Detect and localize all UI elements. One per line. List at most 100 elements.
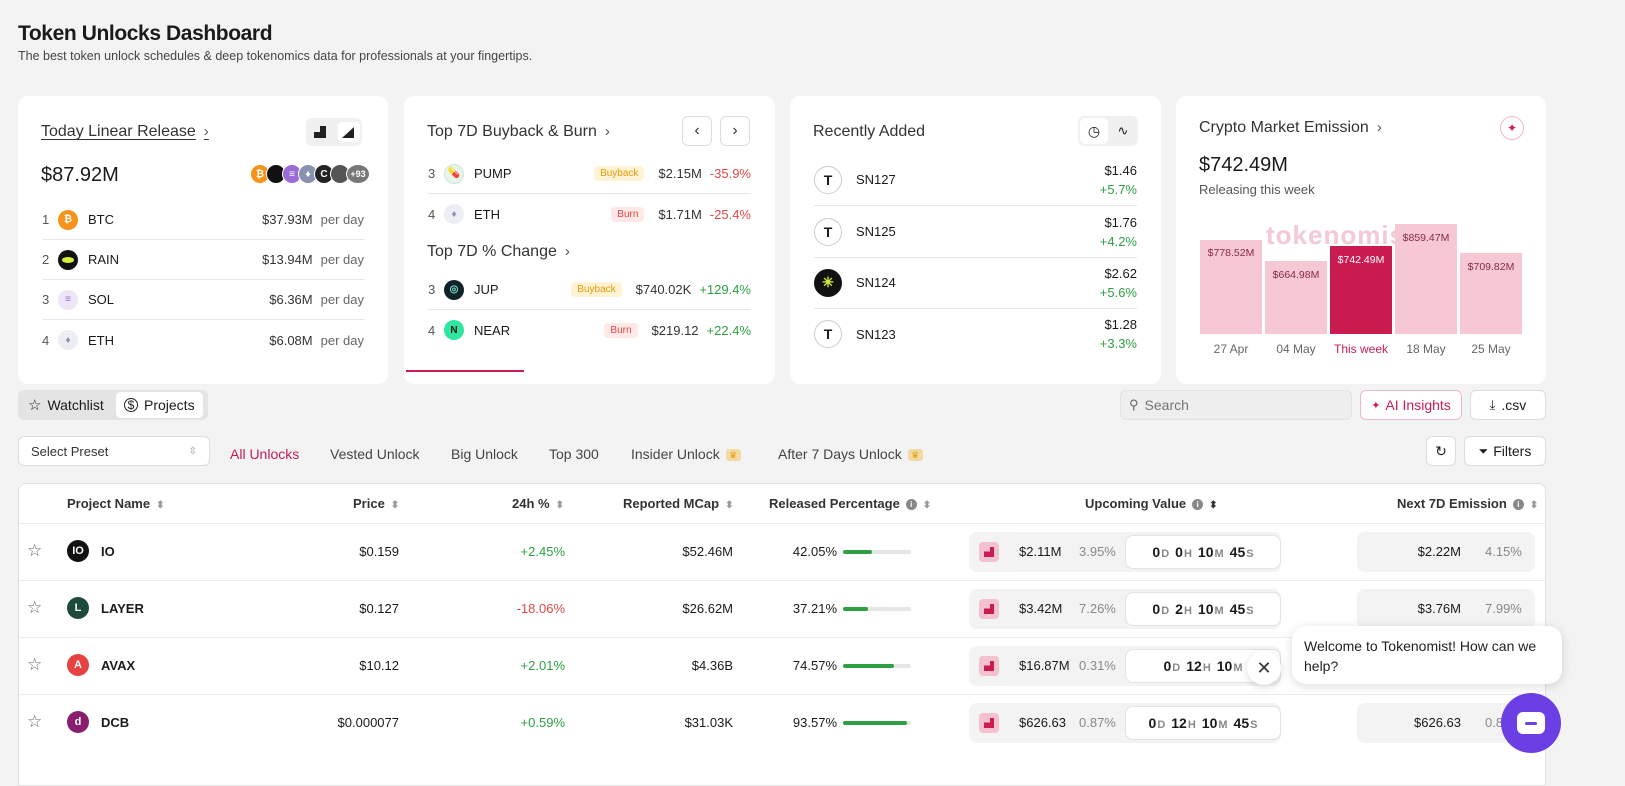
- project-logo: d: [67, 711, 89, 733]
- emission-value: $3.76M: [1417, 601, 1461, 616]
- refresh-button[interactable]: ↻: [1426, 436, 1456, 466]
- star-icon[interactable]: ☆: [27, 712, 43, 731]
- token-avatar-stack[interactable]: ₿ ≡ ♦ C +93: [250, 164, 380, 184]
- release-unit: per day: [320, 212, 364, 227]
- emission-x-label: 25 May: [1471, 342, 1511, 356]
- chat-launcher-button[interactable]: [1501, 693, 1561, 753]
- recent-row[interactable]: T SN127 $1.46 +5.7%: [814, 154, 1137, 206]
- linear-row[interactable]: 1 ₿ BTC $37.93M per day: [42, 200, 364, 240]
- upcoming-unlock[interactable]: $16.87M 0.31% 0D 12H 10M: [969, 646, 1281, 686]
- search-input[interactable]: [1144, 397, 1335, 413]
- filter-tab-vested-unlock[interactable]: Vested Unlock: [330, 446, 420, 462]
- change-row[interactable]: 4 N NEAR Burn $219.12 +22.4%: [428, 310, 751, 350]
- change-row[interactable]: 3 ◎ JUP Buyback $740.02K +129.4%: [428, 270, 751, 310]
- upcoming-unlock[interactable]: $626.63 0.87% 0D 12H 10M 45S: [969, 703, 1281, 743]
- table-row[interactable]: ☆ L LAYER $0.127 -18.06% $26.62M 37.21% $3.42M 7…: [19, 580, 1545, 637]
- table-row[interactable]: ☆ IO IO $0.159 +2.45% $52.46M 42.05% $2.11M 3.95…: [19, 523, 1545, 580]
- token-logo: T: [814, 165, 842, 194]
- linear-release-title[interactable]: Today Linear Release ›: [41, 123, 209, 140]
- csv-export-button[interactable]: ⤓ .csv: [1470, 390, 1546, 420]
- project-name[interactable]: DCB: [101, 715, 130, 730]
- col-project-name[interactable]: Project Name ⬍: [67, 496, 165, 511]
- emission-pct: 7.99%: [1485, 601, 1522, 616]
- col-price[interactable]: Price ⬍: [353, 496, 400, 511]
- col-mcap[interactable]: Reported MCap ⬍: [623, 496, 734, 511]
- projects-tab[interactable]: $ Projects: [116, 392, 203, 418]
- next-button[interactable]: ›: [720, 116, 750, 146]
- star-icon[interactable]: ☆: [27, 598, 43, 617]
- buyback-value: $219.12: [651, 322, 699, 338]
- countdown-timer: 0D 0H 10M 45S: [1125, 535, 1281, 569]
- emission-bar[interactable]: [1330, 246, 1392, 334]
- more-count-badge: +93: [346, 164, 370, 184]
- emission-bar-label: $742.49M: [1337, 254, 1385, 267]
- star-icon[interactable]: ☆: [27, 541, 43, 560]
- recent-row[interactable]: ✳ SN124 $2.62 +5.6%: [814, 257, 1137, 309]
- emission-bar-label: $709.82M: [1467, 260, 1515, 273]
- emission-bar[interactable]: [1200, 239, 1262, 334]
- table-row[interactable]: ☆ A AVAX $10.12 +2.01% $4.36B 74.57% $16.87M 0.3…: [19, 637, 1545, 694]
- emission-total: $742.49M: [1199, 154, 1288, 176]
- page-subtitle: The best token unlock schedules & deep t…: [18, 49, 533, 63]
- clock-icon[interactable]: ◷: [1080, 118, 1108, 144]
- col-released[interactable]: Released Percentage i ⬍: [769, 496, 932, 511]
- chevron-right-icon: ›: [732, 122, 738, 139]
- buyback-tag: Buyback: [594, 166, 645, 181]
- emission-bar[interactable]: [1265, 261, 1327, 334]
- filter-tab-after-7-days[interactable]: After 7 Days Unlock ♛: [778, 446, 923, 462]
- col-upcoming[interactable]: Upcoming Value i ⬍: [1085, 496, 1218, 511]
- close-chat-button[interactable]: ✕: [1247, 651, 1281, 685]
- watchlist-tab[interactable]: ☆ Watchlist: [28, 397, 104, 414]
- area-chart-button[interactable]: [338, 122, 360, 142]
- ai-insights-button[interactable]: ✦ AI Insights: [1360, 390, 1462, 420]
- prev-button[interactable]: ‹: [682, 116, 712, 146]
- buyback-row[interactable]: 3 💊 PUMP Buyback $2.15M -35.9%: [428, 154, 751, 194]
- change-pct: +22.4%: [706, 322, 751, 338]
- recent-row[interactable]: T SN123 $1.28 +3.3%: [814, 308, 1137, 360]
- token-icon: C: [314, 164, 334, 184]
- released-progress-bar: [843, 664, 911, 668]
- col-emission[interactable]: Next 7D Emission i ⬍: [1397, 496, 1539, 511]
- emission-title[interactable]: Crypto Market Emission ›: [1199, 119, 1382, 136]
- project-name[interactable]: IO: [101, 544, 115, 559]
- recent-row[interactable]: T SN125 $1.76 +4.2%: [814, 206, 1137, 258]
- emission-x-label: 04 May: [1276, 342, 1316, 356]
- step-chart-icon[interactable]: [314, 126, 326, 138]
- filter-tab-all-unlocks[interactable]: All Unlocks: [230, 446, 300, 462]
- minutes-left: 10M: [1197, 601, 1224, 617]
- buyback-title[interactable]: Top 7D Buyback & Burn ›: [427, 123, 610, 140]
- preset-select[interactable]: Select Preset ⇳: [18, 436, 210, 466]
- buyback-row[interactable]: 4 ♦ ETH Burn $1.71M -25.4%: [428, 194, 751, 234]
- emission-bar[interactable]: [1395, 223, 1457, 334]
- release-value: $37.93M: [262, 212, 313, 227]
- col-24h[interactable]: 24h % ⬍: [512, 496, 564, 511]
- buyback-card: Top 7D Buyback & Burn › ‹ › 3 💊 PUMP Buyb…: [404, 96, 775, 384]
- days-left: 0D: [1152, 601, 1170, 617]
- token-price: $1.28: [1104, 317, 1137, 332]
- upcoming-unlock[interactable]: $3.42M 7.26% 0D 2H 10M 45S: [969, 589, 1281, 629]
- filter-tab-insider-unlock[interactable]: Insider Unlock ♛: [631, 446, 741, 462]
- linear-row[interactable]: 3 ≡ SOL $6.36M per day: [42, 280, 364, 320]
- project-name[interactable]: LAYER: [101, 601, 144, 616]
- change-title[interactable]: Top 7D % Change ›: [427, 243, 570, 260]
- table-row[interactable]: ☆ d DCB $0.000077 +0.59% $31.03K 93.57% $626.63…: [19, 694, 1545, 751]
- star-icon[interactable]: ☆: [27, 655, 43, 674]
- linear-row[interactable]: 2 RAIN $13.94M per day: [42, 240, 364, 280]
- sort-icon: ⬍: [156, 500, 165, 511]
- activity-icon[interactable]: ∿: [1117, 123, 1129, 138]
- reported-mcap: $52.46M: [682, 544, 733, 559]
- emission-bar[interactable]: [1460, 252, 1522, 334]
- token-symbol: SN125: [856, 224, 896, 239]
- change-pct: +129.4%: [699, 282, 751, 297]
- upcoming-pct: 7.26%: [1079, 601, 1116, 616]
- unlock-icon: [979, 542, 999, 562]
- filter-tab-top-300[interactable]: Top 300: [549, 446, 599, 462]
- linear-release-card: Today Linear Release › $87.92M ₿ ≡ ♦ C +9…: [18, 96, 388, 384]
- project-name[interactable]: AVAX: [101, 658, 136, 673]
- filter-tab-big-unlock[interactable]: Big Unlock: [451, 446, 518, 462]
- chat-welcome-message[interactable]: Welcome to Tokenomist! How can we help?: [1292, 626, 1562, 684]
- upcoming-unlock[interactable]: $2.11M 3.95% 0D 0H 10M 45S: [969, 532, 1281, 572]
- sparkle-icon[interactable]: ✦: [1500, 116, 1524, 140]
- linear-row[interactable]: 4 ♦ ETH $6.08M per day: [42, 320, 364, 360]
- filters-button[interactable]: ⏷ Filters: [1464, 436, 1546, 466]
